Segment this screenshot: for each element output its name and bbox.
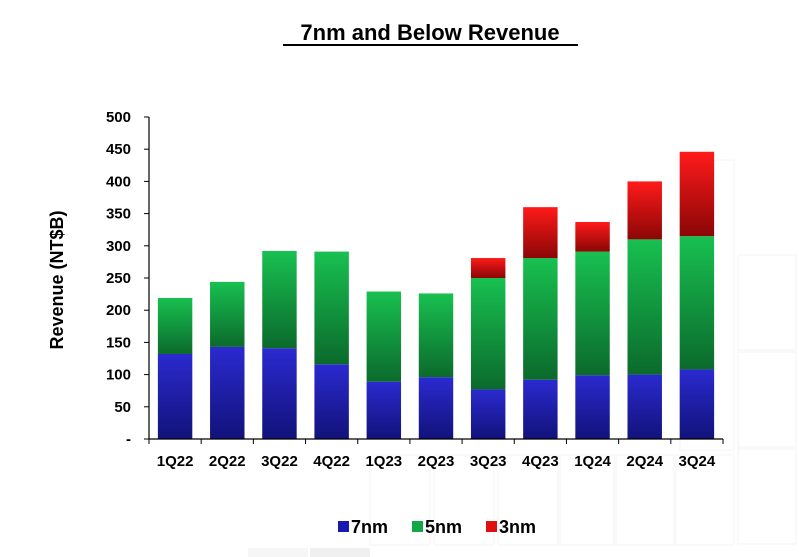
bar-7nm-4Q23	[523, 379, 558, 439]
x-tick-label: 2Q24	[626, 453, 663, 470]
y-axis-ticks: - 50 100 150 200 250 300 350 400 450 500	[106, 109, 149, 448]
bar-7nm-4Q22	[314, 364, 349, 439]
bar-7nm-1Q24	[575, 375, 610, 439]
x-tick-label: 4Q22	[313, 453, 350, 470]
bar-5nm-3Q23	[470, 278, 506, 390]
bar-7nm-3Q23	[470, 389, 506, 439]
y-tick-label: 250	[106, 270, 131, 287]
x-tick-label: 3Q22	[261, 453, 298, 470]
bar-7nm-2Q24	[627, 374, 662, 439]
y-tick-label: 100	[106, 367, 131, 384]
bar-5nm-2Q22	[210, 281, 245, 347]
legend-swatch-3nm	[486, 521, 497, 532]
x-tick-label: 2Q22	[209, 453, 246, 470]
bar-3nm-2Q24	[627, 181, 662, 240]
legend-label-5nm: 5nm	[425, 517, 462, 537]
bar-7nm-3Q22	[262, 348, 297, 439]
x-tick-label: 1Q23	[365, 453, 402, 470]
bars-group	[157, 151, 715, 439]
legend-swatch-5nm	[412, 521, 423, 532]
bar-7nm-2Q22	[210, 346, 245, 439]
y-axis-label: Revenue (NT$B)	[47, 210, 67, 349]
y-tick-label: 500	[106, 109, 131, 126]
y-tick-label: 50	[114, 399, 131, 416]
bar-5nm-4Q22	[314, 251, 349, 365]
bar-5nm-1Q22	[157, 297, 193, 354]
y-tick-label: 400	[106, 173, 131, 190]
legend-swatch-7nm	[338, 521, 349, 532]
y-tick-label: 150	[106, 334, 131, 351]
x-tick-label: 4Q23	[522, 453, 559, 470]
bar-5nm-2Q23	[418, 293, 454, 378]
bar-5nm-3Q24	[679, 236, 715, 370]
background-decoration	[248, 159, 797, 557]
bar-7nm-3Q24	[679, 369, 715, 439]
bar-3nm-3Q24	[679, 151, 715, 237]
x-tick-label: 1Q22	[157, 453, 194, 470]
y-tick-label: -	[126, 431, 131, 448]
bar-7nm-1Q22	[157, 353, 193, 439]
bar-5nm-2Q24	[627, 239, 662, 375]
bar-3nm-1Q24	[575, 221, 610, 252]
bar-3nm-4Q23	[523, 207, 558, 259]
legend: 7nm 5nm 3nm	[338, 517, 536, 537]
bar-5nm-3Q22	[262, 250, 297, 349]
bar-5nm-1Q23	[366, 291, 402, 382]
x-tick-label: 1Q24	[574, 453, 611, 470]
x-tick-label: 2Q23	[418, 453, 455, 470]
bar-5nm-4Q23	[523, 258, 558, 380]
legend-label-3nm: 3nm	[499, 517, 536, 537]
chart-title: 7nm and Below Revenue	[300, 20, 559, 45]
x-tick-label: 3Q24	[679, 453, 716, 470]
y-tick-label: 200	[106, 302, 131, 319]
y-tick-label: 450	[106, 141, 131, 158]
x-tick-label: 3Q23	[470, 453, 507, 470]
legend-label-7nm: 7nm	[351, 517, 388, 537]
x-axis-ticks: 1Q22 2Q22 3Q22 4Q22 1Q23 2Q23 3Q23 4Q23 1Q24 2Q24…	[148, 439, 724, 470]
y-tick-label: 300	[106, 238, 131, 255]
bar-7nm-1Q23	[366, 381, 402, 439]
bar-7nm-2Q23	[418, 377, 454, 439]
y-tick-label: 350	[106, 206, 131, 223]
bar-5nm-1Q24	[575, 251, 610, 376]
bar-3nm-3Q23	[470, 258, 506, 278]
